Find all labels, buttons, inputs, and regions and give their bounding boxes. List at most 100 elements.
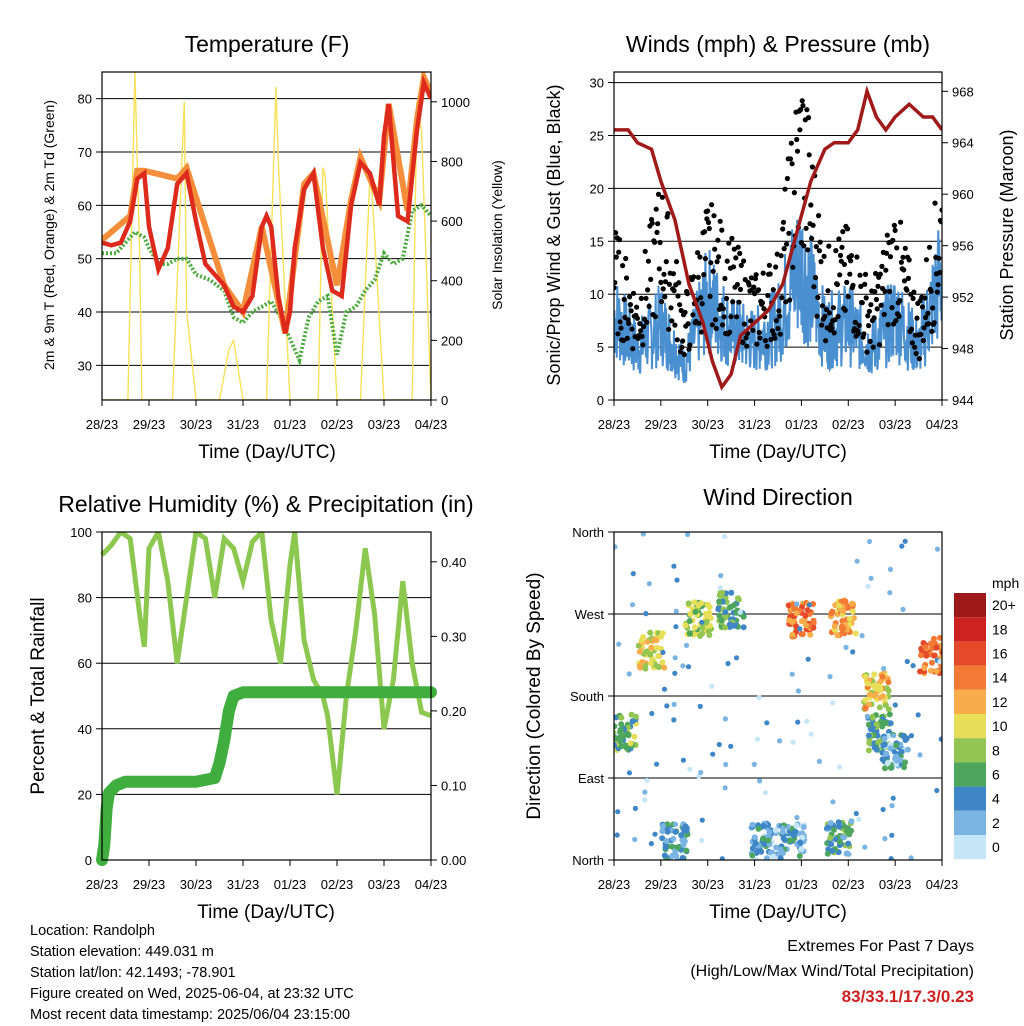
dir-ylabel: Direction (Colored By Speed) — [524, 572, 545, 819]
legend-swatch — [954, 665, 986, 690]
gust-point — [862, 281, 868, 287]
gust-point — [798, 107, 804, 113]
direction-point — [799, 834, 806, 841]
gust-point — [713, 325, 719, 332]
gust-point — [810, 222, 816, 228]
gust-point — [712, 317, 719, 323]
direction-point — [848, 818, 855, 825]
direction-point — [942, 652, 948, 658]
gust-point — [859, 300, 865, 306]
y-tick-label: 25 — [590, 128, 604, 143]
gust-point — [656, 266, 662, 272]
gust-point — [858, 283, 864, 289]
gust-point — [708, 260, 714, 266]
direction-point — [655, 664, 662, 671]
direction-point — [623, 744, 630, 751]
gust-point — [791, 190, 798, 196]
gust-point — [786, 230, 792, 236]
direction-point — [908, 855, 914, 860]
gust-point — [934, 289, 940, 295]
direction-point — [797, 626, 803, 632]
gust-point — [809, 164, 816, 170]
direction-point — [638, 637, 645, 644]
gust-point — [646, 303, 652, 309]
legend-swatch — [954, 786, 986, 811]
direction-point — [692, 624, 699, 631]
y-tick-label: 60 — [78, 198, 92, 213]
direction-point — [614, 544, 618, 550]
y-tick-label: South — [570, 689, 604, 704]
direction-point — [617, 726, 624, 733]
gust-point — [913, 350, 919, 357]
direction-point — [865, 732, 872, 739]
gust-point — [923, 257, 930, 263]
direction-point — [865, 583, 871, 589]
gust-point — [833, 248, 839, 254]
direction-point — [804, 607, 811, 614]
gust-point — [800, 103, 806, 109]
gust-point — [722, 275, 728, 282]
temp-title: Temperature (F) — [185, 31, 350, 57]
gust-point — [730, 264, 737, 270]
gust-point — [616, 237, 623, 243]
y2-tick-label: 952 — [952, 290, 974, 305]
gust-point — [714, 259, 720, 265]
gust-point — [669, 318, 675, 324]
x-tick-label: 28/23 — [598, 417, 631, 432]
direction-point — [802, 612, 809, 619]
direction-point — [937, 659, 942, 665]
gust-point — [885, 322, 891, 328]
gust-point — [776, 308, 782, 314]
direction-point — [887, 590, 893, 596]
direction-point — [866, 538, 873, 545]
direction-point — [608, 732, 614, 738]
gust-point — [716, 254, 722, 260]
gust-point — [618, 325, 624, 331]
gust-point — [834, 281, 841, 288]
x-tick-label: 30/23 — [180, 417, 213, 432]
direction-point — [740, 624, 747, 631]
x-tick-label: 30/23 — [180, 877, 213, 892]
gust-point — [937, 270, 942, 276]
direction-point — [882, 702, 889, 709]
gust-point — [780, 219, 787, 225]
temp-ylabel: 2m & 9m T (Red, Orange) & 2m Td (Green) — [41, 100, 57, 370]
direction-point — [876, 704, 883, 711]
direction-point — [722, 785, 728, 791]
dir-legend-title: mph — [992, 575, 1019, 591]
direction-point — [789, 671, 795, 677]
legend-label: 16 — [992, 646, 1008, 662]
gust-point — [929, 328, 935, 334]
gust-point — [883, 267, 889, 273]
direction-point — [673, 852, 680, 859]
direction-point — [942, 636, 948, 642]
gust-point — [932, 200, 938, 206]
gust-point — [822, 313, 828, 319]
direction-point — [806, 602, 813, 608]
gust-point — [717, 218, 723, 224]
gust-point — [672, 322, 678, 328]
gust-point — [731, 246, 737, 252]
direction-point — [640, 532, 646, 537]
direction-point — [877, 718, 884, 725]
direction-point — [725, 660, 731, 667]
gust-point — [751, 284, 757, 290]
rh-xlabel: Time (Day/UTC) — [197, 902, 335, 923]
direction-point — [917, 668, 923, 675]
gust-point — [644, 319, 650, 325]
direction-point — [846, 831, 853, 838]
wind-series — [614, 85, 942, 391]
precip-line — [96, 686, 437, 866]
gust-point — [652, 314, 659, 320]
gust-point — [614, 230, 619, 236]
gust-point — [641, 323, 647, 330]
legend-swatch — [954, 738, 986, 763]
direction-point — [648, 644, 655, 651]
x-tick-label: 01/23 — [274, 417, 307, 432]
direction-point — [891, 749, 897, 755]
direction-point — [718, 573, 724, 579]
gust-point — [779, 295, 785, 301]
gust-point — [616, 249, 622, 255]
direction-point — [835, 819, 842, 826]
gust-point — [698, 329, 705, 335]
